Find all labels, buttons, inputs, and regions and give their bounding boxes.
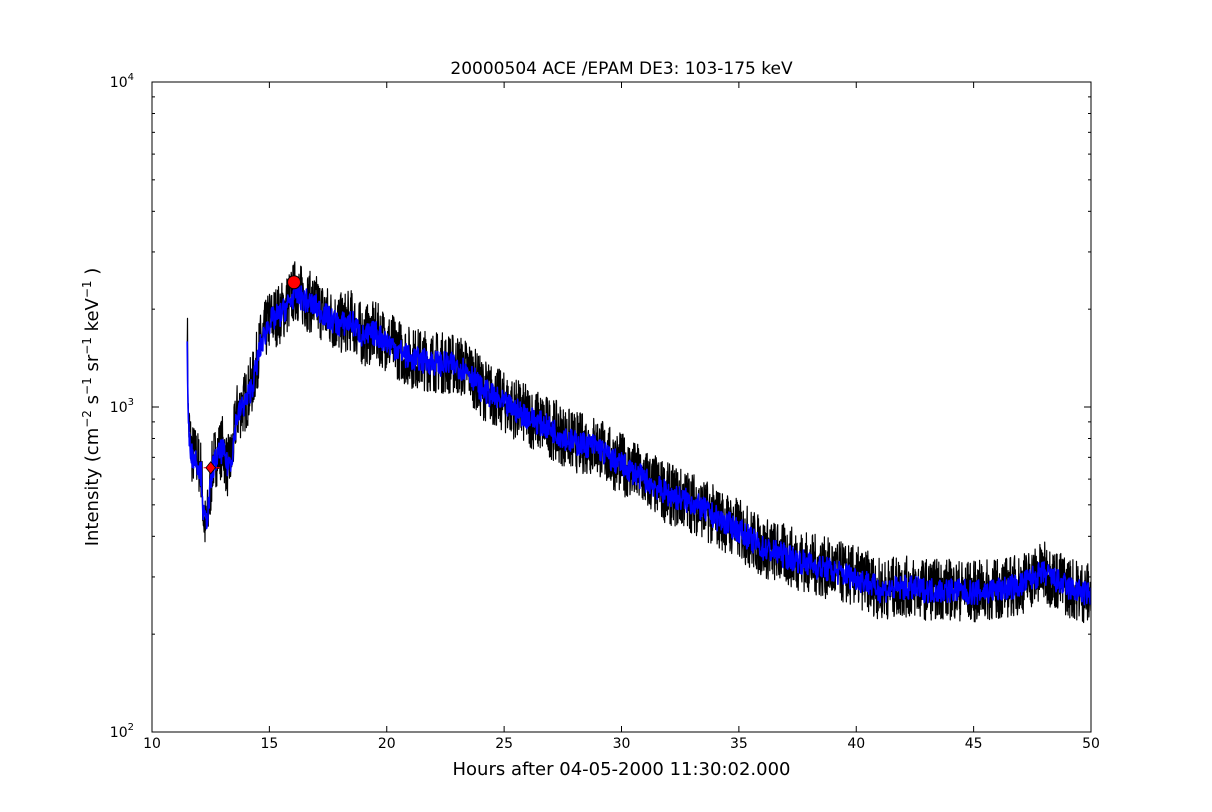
diamond-marker <box>205 461 216 475</box>
x-tick-label: 15 <box>260 736 278 752</box>
series-line-smoothed <box>186 280 1091 606</box>
x-tick-label: 45 <box>965 736 983 752</box>
x-axis-label: Hours after 04-05-2000 11:30:02.000 <box>452 759 790 780</box>
y-axis-label-sr: sr <box>82 354 103 377</box>
x-tick-label: 40 <box>847 736 865 752</box>
y-axis-label-exp-kev: −1 <box>80 280 94 298</box>
y-axis-label: Intensity (cm−2 s−1 sr−1 keV−1 ) <box>80 268 103 547</box>
series-layer <box>186 261 1091 624</box>
y-tick-label: 102 <box>110 722 134 741</box>
x-tick-label: 10 <box>143 736 161 752</box>
plot-area: 10 15 20 25 30 35 40 45 50 102 103 104 <box>110 72 1100 752</box>
x-tick-label: 35 <box>730 736 748 752</box>
x-axis: 10 15 20 25 30 35 40 45 50 <box>143 82 1100 752</box>
x-tick-label: 25 <box>495 736 513 752</box>
y-axis-label-exp-s: −1 <box>80 377 94 395</box>
y-tick-label: 104 <box>110 72 134 91</box>
y-axis-label-exp-cm: −2 <box>80 410 94 428</box>
x-tick-label: 50 <box>1082 736 1100 752</box>
chart-title: 20000504 ACE /EPAM DE3: 103-175 keV <box>450 59 793 79</box>
y-axis-label-exp-sr: −1 <box>80 337 94 355</box>
x-tick-label: 30 <box>613 736 631 752</box>
y-axis-label-kev: keV <box>82 297 103 337</box>
x-tick-label: 20 <box>378 736 396 752</box>
y-axis-label-s: s <box>82 395 103 410</box>
circle-marker <box>287 275 302 290</box>
y-tick-label: 103 <box>110 397 134 416</box>
y-axis-label-suffix: ) <box>82 268 103 281</box>
y-axis-label-prefix: Intensity (cm <box>82 428 103 547</box>
y-axis: 102 103 104 <box>110 72 1091 741</box>
marker-layer <box>203 275 302 475</box>
